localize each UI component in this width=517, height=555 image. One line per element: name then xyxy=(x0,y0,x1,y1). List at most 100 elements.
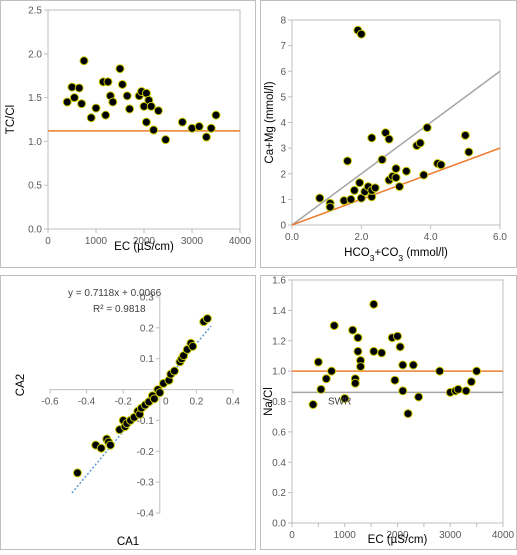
data-point xyxy=(316,384,326,394)
data-point xyxy=(367,133,377,143)
x-axis-label: CA1 xyxy=(117,536,139,548)
chart-ca2-ca1: -0.6 -0.4 -0.2 0 0.2 0.4 -0.4 -0.3 -0.2 -0.1 0.1 0.… xyxy=(0,275,256,550)
data-point xyxy=(62,97,72,107)
data-point xyxy=(149,125,159,135)
data-point xyxy=(393,331,402,341)
data-point xyxy=(91,103,101,113)
chart-tc-cl: 0 1000 2000 3000 4000 0.0 0.5 1.0 1.5 2.0 2.5 EC (µ… xyxy=(0,0,256,268)
y-tick-label: -0.1 xyxy=(137,416,155,427)
x-tick-label: 2000 xyxy=(386,530,409,541)
data-point xyxy=(453,384,463,394)
y-tick-label: -0.3 xyxy=(137,478,155,489)
data-point xyxy=(74,83,84,93)
data-point xyxy=(321,374,331,384)
data-point xyxy=(464,147,474,157)
x-tick-label: 6.0 xyxy=(493,232,507,243)
x-tick-label: 0.4 xyxy=(226,397,240,408)
y-tick-label: 3 xyxy=(280,144,286,155)
chart-frame xyxy=(0,275,256,550)
data-point xyxy=(394,182,404,192)
y-axis-label: Na/Cl xyxy=(263,387,275,416)
data-point xyxy=(398,386,408,396)
data-point xyxy=(340,393,350,403)
data-point xyxy=(355,178,365,188)
x-axis-label: EC (µS/cm) xyxy=(114,241,174,253)
chart-camg-hco3: 0.0 2.0 4.0 6.0 0 1 2 3 4 5 6 7 8 HCO3+CO3 (mmol/l) Ca… xyxy=(260,0,517,268)
x-tick-label: -0.6 xyxy=(41,397,59,408)
y-tick-label: 5 xyxy=(280,92,286,103)
data-point xyxy=(398,360,408,370)
data-point xyxy=(435,366,445,376)
data-point xyxy=(77,99,87,109)
y-tick-label: 0.3 xyxy=(140,293,154,304)
y-tick-label: -0.4 xyxy=(137,509,155,520)
data-point xyxy=(356,362,366,372)
data-point xyxy=(69,93,79,103)
x-tick-label: 4.0 xyxy=(424,232,438,243)
data-point xyxy=(115,64,125,74)
y-tick-label: 0 xyxy=(280,221,286,232)
x-tick-label: 1000 xyxy=(334,530,357,541)
data-point xyxy=(315,193,325,203)
x-tick-label: 2.0 xyxy=(354,232,368,243)
y-tick-label: 0.8 xyxy=(272,397,286,408)
data-point xyxy=(125,104,135,114)
data-point xyxy=(401,166,411,176)
y-tick-label: 0.5 xyxy=(28,181,42,192)
x-tick-label: 4000 xyxy=(229,236,252,247)
y-axis-label: CA2 xyxy=(15,374,27,396)
data-point xyxy=(466,377,476,387)
data-point xyxy=(353,333,363,343)
data-point xyxy=(353,346,363,356)
trend-equation: y = 0.7118x + 0.0066 xyxy=(68,288,162,299)
data-point xyxy=(370,183,380,193)
data-point xyxy=(103,77,113,87)
y-tick-label: 4 xyxy=(280,118,286,129)
data-point xyxy=(72,468,82,478)
data-point xyxy=(155,388,165,398)
x-tick-label: 4000 xyxy=(492,530,515,541)
data-point xyxy=(105,440,115,450)
y-tick-label: -0.2 xyxy=(137,447,155,458)
data-point xyxy=(161,135,171,145)
data-point xyxy=(187,123,197,133)
data-point xyxy=(419,170,429,180)
x-tick-label: -0.4 xyxy=(78,397,96,408)
trend-r2: R² = 0.9818 xyxy=(93,304,146,315)
data-point xyxy=(188,341,198,351)
y-tick-label: 1.4 xyxy=(272,306,286,317)
data-point xyxy=(141,117,151,127)
y-tick-label: 2.0 xyxy=(28,49,42,60)
y-tick-label: 2 xyxy=(280,169,286,180)
y-axis-label: Ca+Mg (mmol/l) xyxy=(264,81,276,163)
data-point xyxy=(472,366,482,376)
y-tick-label: 0.2 xyxy=(140,323,154,334)
y-tick-label: 0.2 xyxy=(272,488,286,499)
y-tick-label: 2.5 xyxy=(28,6,42,17)
data-point xyxy=(117,79,127,89)
x-tick-label: 2000 xyxy=(133,236,156,247)
data-point xyxy=(350,378,360,388)
x-tick-label: 0 xyxy=(163,397,169,408)
data-point xyxy=(86,113,96,123)
y-tick-label: 0.1 xyxy=(140,354,154,365)
data-point xyxy=(79,56,89,66)
y-tick-label: 8 xyxy=(280,16,286,27)
data-point xyxy=(403,409,413,419)
y-tick-label: 1.6 xyxy=(272,276,286,287)
data-point xyxy=(327,366,337,376)
y-tick-label: 1.0 xyxy=(28,137,42,148)
x-tick-label: 0 xyxy=(45,236,51,247)
data-point xyxy=(391,173,401,183)
x-tick-label: 3000 xyxy=(181,236,204,247)
data-point xyxy=(308,400,318,410)
y-tick-label: 0.6 xyxy=(272,427,286,438)
data-point xyxy=(349,185,359,195)
x-tick-label: -0.2 xyxy=(115,397,133,408)
data-point xyxy=(408,360,418,370)
data-point xyxy=(384,134,394,144)
data-point xyxy=(377,155,387,165)
y-tick-label: 0.0 xyxy=(28,225,42,236)
data-point xyxy=(414,392,424,402)
data-point xyxy=(436,160,446,170)
